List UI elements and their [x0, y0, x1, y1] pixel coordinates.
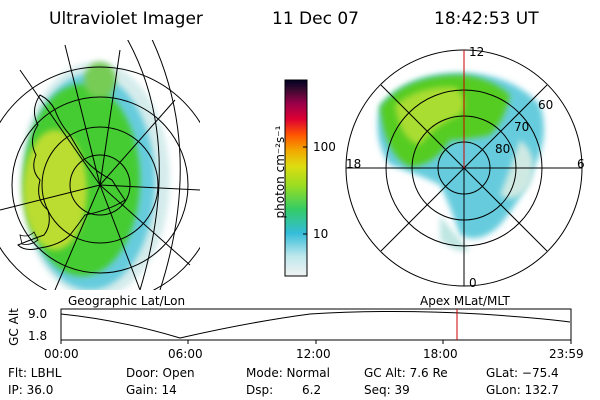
mlt-label-18: 18	[346, 157, 362, 171]
dsp-value: 6.2	[302, 383, 322, 397]
time-tick-2359: 23:59	[549, 347, 584, 361]
instrument-title: Ultraviolet Imager	[49, 9, 203, 29]
observation-date: 11 Dec 07	[272, 9, 359, 29]
geographic-projection-label: Geographic Lat/Lon	[68, 294, 186, 308]
time-tick-1200: 12:00	[296, 347, 331, 361]
dsp-label: Dsp:	[246, 383, 274, 397]
colorbar-tick-10: 10	[313, 227, 329, 241]
mlat-label-60: 60	[538, 98, 554, 112]
colorbar-tick-100: 100	[313, 140, 336, 154]
mode-info: Mode: Normal	[246, 366, 330, 380]
mlat-label-80: 80	[495, 142, 511, 156]
colorbar-unit-label: photon cm⁻²s⁻¹	[273, 125, 287, 219]
gain-info: Gain: 14	[126, 383, 177, 397]
colorbar	[284, 79, 308, 277]
apex-projection-label: Apex MLat/MLT	[420, 294, 510, 308]
mlat-label-70: 70	[514, 120, 530, 134]
time-tick-0600: 06:00	[168, 347, 203, 361]
filter-info: Flt: LBHL	[8, 366, 62, 380]
mlt-label-12: 12	[469, 45, 485, 59]
geographic-map	[0, 40, 200, 290]
altitude-tick-low: 1.8	[28, 329, 48, 343]
time-tick-0000: 00:00	[44, 347, 79, 361]
geographic-longitude-info: GLon: 132.7	[486, 383, 559, 397]
observation-time: 18:42:53 UT	[434, 9, 539, 29]
geographic-latitude-info: GLat: −75.4	[486, 366, 559, 380]
polar-mlt-map	[345, 49, 583, 287]
mlt-label-6: 6	[577, 157, 585, 171]
altitude-plot	[60, 308, 572, 344]
mlt-label-0: 0	[469, 276, 477, 290]
altitude-axis-label: GC Alt	[7, 308, 21, 346]
altitude-tick-high: 9.0	[28, 307, 48, 321]
sequence-info: Seq: 39	[364, 383, 410, 397]
gc-altitude-info: GC Alt: 7.6 Re	[364, 366, 448, 380]
time-tick-1800: 18:00	[423, 347, 458, 361]
ip-info: IP: 36.0	[8, 383, 54, 397]
door-info: Door: Open	[126, 366, 195, 380]
